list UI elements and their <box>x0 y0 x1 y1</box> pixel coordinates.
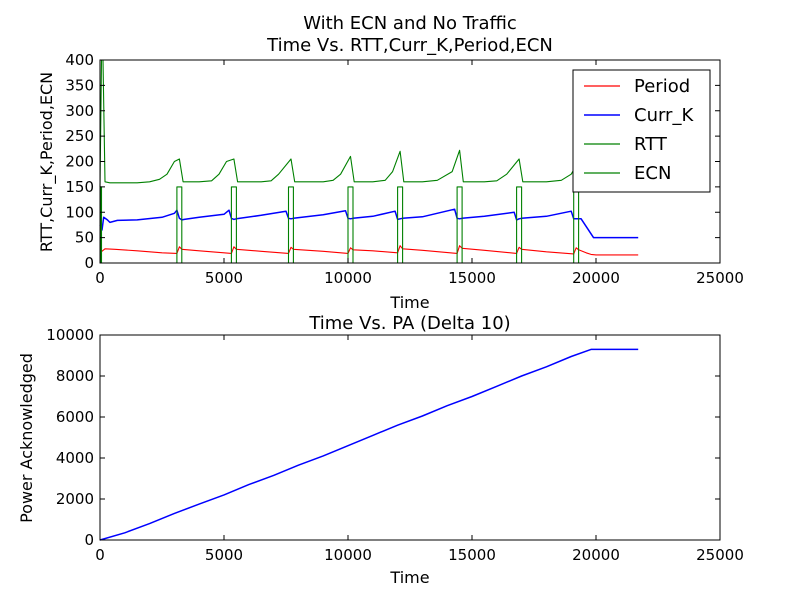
chart2-xtick-label: 25000 <box>696 546 744 564</box>
chart1-ylabel: RTT,Curr_K,Period,ECN <box>37 72 57 252</box>
chart1-line-curr-k <box>99 208 639 239</box>
chart2-plot-area: 0 5000 10000 15000 20000 25000 0 2000 4000 6000 80… <box>46 326 744 564</box>
legend-label-period: Period <box>634 76 690 97</box>
chart1-subtitle: Time Vs. RTT,Curr_K,Period,ECN <box>266 35 553 56</box>
chart1-ytick-label: 400 <box>65 51 94 69</box>
chart2-ytick-label: 2000 <box>56 490 94 508</box>
chart1-xtick-label: 10000 <box>324 269 372 287</box>
chart2-title: Time Vs. PA (Delta 10) <box>308 313 510 334</box>
chart2-ytick-label: 8000 <box>56 367 94 385</box>
chart1-xtick-label: 0 <box>95 269 105 287</box>
chart1-title: With ECN and No Traffic <box>303 13 517 34</box>
chart1-ytick-label: 50 <box>75 229 94 247</box>
chart2-xtick-label: 0 <box>95 546 105 564</box>
chart1-xtick-label: 15000 <box>448 269 496 287</box>
chart1-ytick-label: 250 <box>65 127 94 145</box>
chart1-ytick-label: 350 <box>65 76 94 94</box>
chart1-line-ecn <box>99 186 639 264</box>
chart1-xtick-label: 20000 <box>572 269 620 287</box>
chart2-xlabel: Time <box>389 568 429 587</box>
chart2-ylabel: Power Acknowledged <box>17 353 36 523</box>
chart1-plot-area: 0 5000 10000 15000 20000 25000 0 50 100 150 200 250… <box>65 51 744 287</box>
chart2-xtick-label: 10000 <box>324 546 372 564</box>
chart2-ytick-label: 4000 <box>56 449 94 467</box>
chart2-ytick-label: 6000 <box>56 408 94 426</box>
chart1-line-rtt <box>99 59 580 187</box>
chart1-ytick-label: 300 <box>65 102 94 120</box>
chart1-ytick-label: 150 <box>65 178 94 196</box>
chart1-ytick-label: 0 <box>84 254 94 272</box>
chart1-ytick-label: 200 <box>65 153 94 171</box>
chart1-xtick-label: 5000 <box>205 269 243 287</box>
legend-label-ecn: ECN <box>634 163 671 184</box>
chart1-legend: Period Curr_K RTT ECN <box>572 69 711 193</box>
chart2-line-series-0 <box>99 348 639 541</box>
chart2-xtick-label: 15000 <box>448 546 496 564</box>
chart1-ytick-label: 100 <box>65 203 94 221</box>
chart1-xlabel: Time <box>389 293 429 312</box>
chart2-xtick-label: 5000 <box>205 546 243 564</box>
chart2-ytick-label: 0 <box>84 531 94 549</box>
legend-box <box>572 69 711 193</box>
chart2-xtick-label: 20000 <box>572 546 620 564</box>
chart2-axes-frame <box>99 334 721 541</box>
chart1-xtick-label: 25000 <box>696 269 744 287</box>
legend-label-curr-k: Curr_K <box>634 105 694 126</box>
chart2-ytick-label: 10000 <box>46 326 94 344</box>
chart1-line-period <box>99 245 639 256</box>
legend-label-rtt: RTT <box>634 134 668 155</box>
